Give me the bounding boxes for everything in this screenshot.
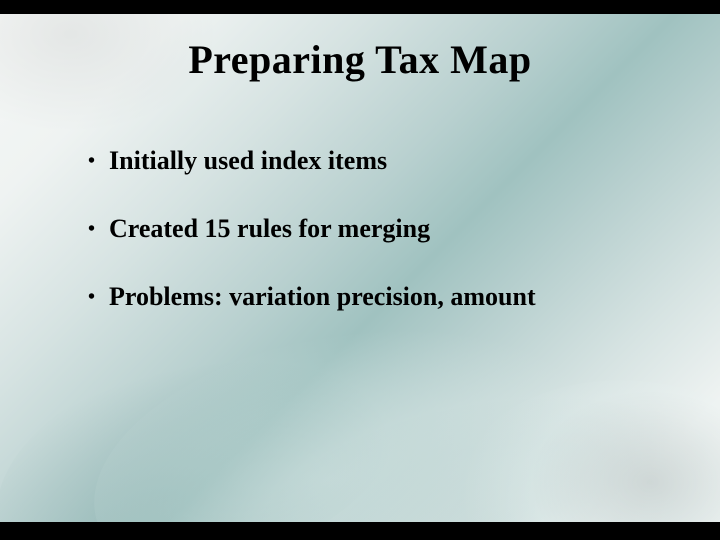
slide-title: Preparing Tax Map — [0, 36, 720, 83]
bullet-marker-icon: • — [88, 144, 95, 178]
bottom-black-bar — [0, 522, 720, 540]
bullet-marker-icon: • — [88, 212, 95, 246]
corner-shadow-decoration — [520, 382, 720, 522]
bullet-text: Initially used index items — [109, 144, 387, 178]
bullet-item: • Created 15 rules for merging — [88, 212, 648, 246]
bullet-item: • Problems: variation precision, amount — [88, 280, 648, 314]
bullet-list: • Initially used index items • Created 1… — [88, 144, 648, 348]
bullet-text: Created 15 rules for merging — [109, 212, 430, 246]
bullet-marker-icon: • — [88, 280, 95, 314]
bullet-item: • Initially used index items — [88, 144, 648, 178]
slide-body: Preparing Tax Map • Initially used index… — [0, 14, 720, 522]
slide-container: Preparing Tax Map • Initially used index… — [0, 0, 720, 540]
top-black-bar — [0, 0, 720, 14]
bullet-text: Problems: variation precision, amount — [109, 280, 536, 314]
